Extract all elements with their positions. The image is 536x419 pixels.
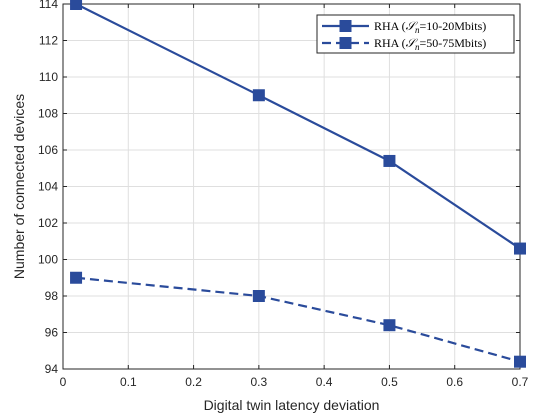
data-point-marker (514, 355, 526, 368)
x-tick-label: 0.3 (251, 375, 268, 389)
y-axis-ticks: 94 96 98 100 102 104 106 108 110 112 114 (38, 0, 520, 376)
y-tick-label: 110 (39, 70, 58, 84)
x-axis-title: Digital twin latency deviation (204, 397, 380, 413)
y-tick-label: 102 (38, 216, 58, 230)
x-tick-label: 0.2 (185, 375, 202, 389)
x-tick-label: 0 (60, 375, 67, 389)
data-point-marker (383, 154, 396, 167)
x-tick-label: 0.5 (381, 375, 398, 389)
data-series (70, 0, 526, 368)
y-tick-label: 108 (38, 107, 58, 121)
series-2 (70, 271, 526, 368)
y-tick-label: 112 (39, 34, 58, 48)
y-tick-label: 98 (45, 289, 59, 303)
data-point-marker (383, 319, 396, 332)
y-tick-label: 106 (38, 143, 58, 157)
y-tick-label: 96 (45, 326, 59, 340)
x-tick-label: 0.6 (446, 375, 463, 389)
data-point-marker (70, 271, 83, 284)
y-tick-label: 104 (38, 180, 58, 194)
y-tick-label: 114 (39, 0, 58, 11)
x-tick-label: 0.7 (512, 375, 529, 389)
x-tick-label: 0.4 (316, 375, 333, 389)
data-point-marker (70, 0, 83, 10)
series-line (75, 3, 521, 250)
data-point-marker (252, 290, 265, 302)
data-point-marker (514, 242, 526, 255)
y-tick-label: 100 (38, 253, 58, 267)
y-tick-label: 94 (45, 362, 59, 376)
legend: RHA (𝒮n=10-20Mbits)RHA (𝒮n=50-75Mbits) (316, 14, 515, 54)
x-axis-ticks: 0 0.1 0.2 0.3 0.4 0.5 0.6 0.7 (60, 4, 529, 389)
legend-marker (339, 37, 352, 49)
data-point-marker (252, 89, 265, 102)
x-tick-label: 0.1 (120, 375, 137, 389)
y-axis-title: Number of connected devices (11, 94, 27, 279)
legend-marker (339, 20, 352, 32)
legend-label: RHA (𝒮n=50-75Mbits) (374, 36, 486, 52)
legend-label: RHA (𝒮n=10-20Mbits) (374, 19, 486, 35)
series-1 (70, 0, 526, 255)
series-line (75, 276, 521, 363)
